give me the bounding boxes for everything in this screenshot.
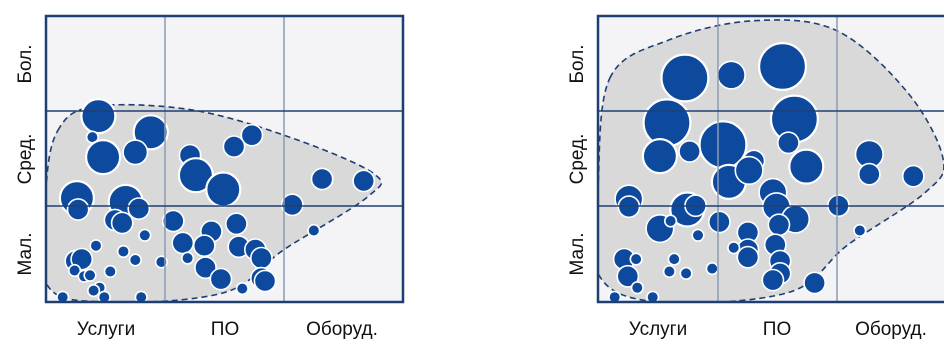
right-x-tick-oborud: Оборуд. [855, 319, 927, 340]
right-bubble-40 [616, 264, 640, 288]
right-y-tick-mal: Мал. [567, 233, 588, 276]
left-bubble-23 [171, 231, 195, 255]
left-bubble-11 [352, 169, 376, 193]
right-bubble-14 [857, 162, 881, 186]
right-bubbles [608, 41, 925, 302]
right-bubble-6 [641, 138, 679, 175]
left-grid-lines [46, 16, 403, 302]
right-bubble-44 [761, 268, 785, 292]
left-bubble-43 [253, 269, 277, 293]
left-bubble-33 [128, 253, 142, 267]
right-bubble-2 [757, 41, 807, 91]
right-bubble-42 [679, 266, 693, 281]
right-bubble-0 [660, 53, 710, 103]
right-bubble-9 [777, 131, 800, 155]
left-bubble-38 [194, 256, 217, 280]
left-x-tick-oborud: Оборуд. [306, 319, 378, 340]
right-bubble-28 [853, 223, 867, 238]
left-bubble-22 [138, 228, 152, 242]
left-bubble-35 [103, 264, 117, 279]
right-y-tick-sred: Сред. [567, 134, 588, 185]
left-y-tick-mal: Мал. [15, 233, 36, 276]
right-bubble-35 [736, 245, 760, 269]
left-bubble-45 [235, 282, 249, 296]
left-bubble-2 [132, 114, 169, 151]
left-bubble-48 [97, 290, 111, 302]
left-bubbles [56, 97, 376, 302]
left-bubble-9 [205, 171, 242, 208]
left-bubble-10 [310, 167, 334, 191]
left-bubble-37 [181, 251, 195, 265]
left-y-tick-bol: Бол. [15, 45, 36, 84]
left-bubble-41 [83, 268, 97, 282]
right-bubble-47 [608, 290, 622, 302]
right-x-tick-po: ПО [763, 319, 791, 340]
left-bubble-29 [192, 234, 216, 258]
right-bubble-25 [708, 210, 731, 234]
right-bubble-34 [727, 241, 741, 255]
left-bubble-46 [86, 284, 101, 298]
right-y-tick-bol: Бол. [567, 45, 588, 84]
left-x-tick-uslugi: Услуги [77, 319, 135, 340]
right-bubble-24 [663, 214, 678, 228]
left-bubble-36 [67, 263, 82, 278]
left-bubble-39 [209, 267, 233, 291]
right-bubble-7 [678, 139, 702, 163]
left-bubble-20 [224, 212, 248, 236]
left-bubble-17 [110, 211, 134, 235]
right-bubble-41 [662, 264, 677, 279]
left-bubble-3 [84, 139, 122, 176]
left-bubble-47 [56, 290, 70, 302]
left-bubble-18 [161, 209, 185, 233]
left-y-tick-sred: Сред. [15, 134, 36, 185]
right-bubble-1 [716, 60, 746, 90]
left-bubble-28 [116, 244, 130, 259]
right-grid-lines [598, 16, 944, 302]
left-bubble-49 [134, 290, 148, 302]
right-x-tick-uslugi: Услуги [629, 319, 687, 340]
left-bubble-13 [66, 198, 90, 221]
left-bubble-30 [249, 246, 273, 270]
right-bubble-37 [629, 252, 643, 266]
right-bubble-38 [667, 252, 681, 266]
right-bubble-12 [734, 155, 764, 185]
right-bubble-15 [901, 164, 925, 188]
right-bubble-10 [788, 148, 825, 185]
right-plot-frame [596, 14, 944, 304]
right-bubble-3 [642, 98, 692, 148]
right-bubble-29 [691, 228, 705, 242]
left-bubble-27 [89, 239, 103, 253]
right-bubble-39 [705, 262, 719, 276]
right-bubble-46 [630, 281, 644, 295]
right-bubble-45 [803, 271, 827, 295]
left-bubble-4 [122, 139, 149, 166]
left-bubble-5 [240, 123, 264, 147]
left-bubble-6 [222, 135, 246, 159]
left-bubble-21 [307, 223, 321, 238]
right-bubble-48 [646, 290, 660, 302]
left-x-tick-po: ПО [211, 319, 239, 340]
left-bubble-15 [127, 197, 151, 221]
right-bubble-27 [767, 213, 791, 237]
left-plot-frame [44, 14, 405, 304]
left-bubble-19 [280, 193, 304, 217]
left-bubble-matrix: Услуги ПО Оборуд. Мал. Сред. Бол. [15, 14, 405, 340]
left-bubble-0 [80, 97, 117, 135]
right-bubble-matrix: Услуги ПО Оборуд. Мал. Сред. Бол. [567, 14, 944, 340]
